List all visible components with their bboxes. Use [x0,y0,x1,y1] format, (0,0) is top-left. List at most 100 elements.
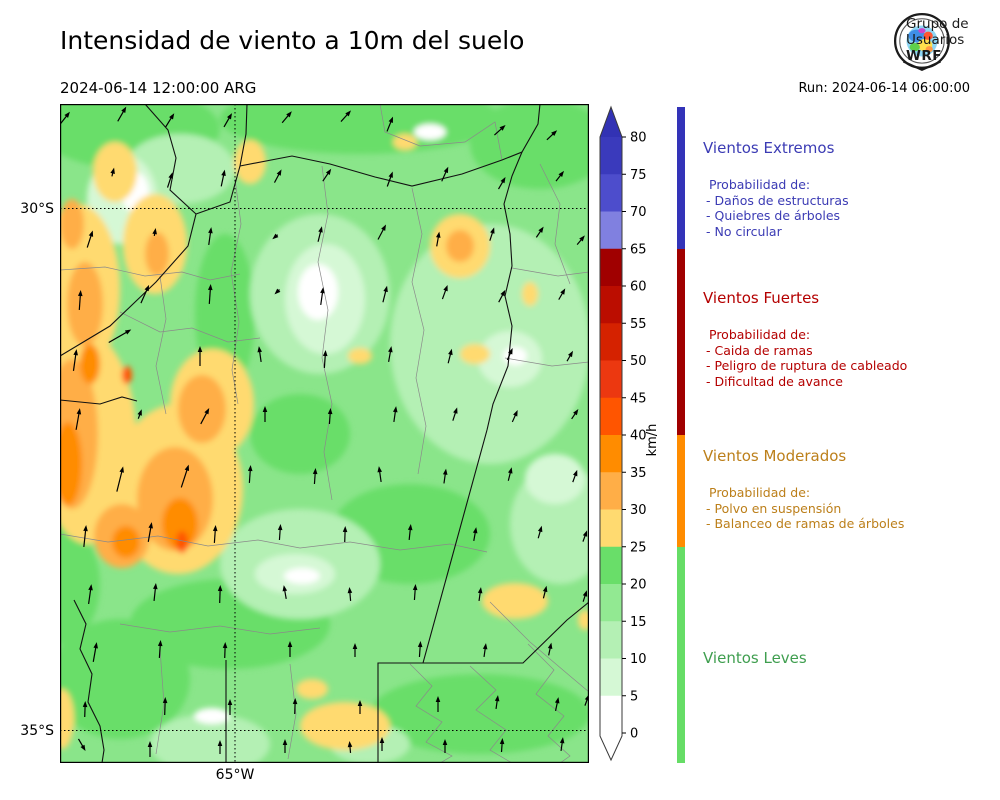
wind-arrow [116,466,124,492]
wind-arrow [447,348,453,364]
category-intro: Probabilidad de: [709,327,811,342]
category-title: Vientos Leves [703,649,807,667]
colorbar-tick-label: 65 [630,242,647,257]
colorbar-tick-label: 75 [630,168,647,183]
colorbar-tick-label: 80 [630,131,647,146]
colorbar-segment [600,323,622,361]
colorbar-segment [600,137,622,175]
wind-arrow [506,348,513,361]
colorbar-tick-label: 70 [630,205,647,220]
wind-arrow [312,468,318,485]
colorbar-segment [600,472,622,510]
wind-map [60,104,589,763]
wind-arrow [166,172,173,188]
wind-arrow [482,643,488,658]
colorbar-segment [600,248,622,287]
wind-arrow [572,469,578,483]
category-item: - No circular [706,223,782,239]
lat-label-35s: 35°S [20,723,54,739]
legend-category-fuertes: Vientos Fuertes Probabilidad de: - Caida… [703,289,993,389]
wind-arrow [75,408,82,430]
wind-arrow [494,124,506,136]
logo-text: Grupo de Usuarios WRF [906,16,969,64]
colorbar-segment [600,397,622,436]
wind-arrow [489,227,495,241]
wind-arrow [157,640,163,659]
wind-arrow [379,737,385,751]
wind-arrow [477,587,483,602]
wind-arrow [272,233,279,240]
wind-arrow [273,169,282,183]
wind-arrow [197,346,203,366]
graticule-layer [60,104,589,763]
colorbar-tick-label: 10 [630,652,647,667]
colorbar-segment [600,286,622,324]
wind-arrow [207,284,213,305]
wind-arrow [247,465,253,484]
colorbar-segment [600,211,622,250]
wind-arrow [317,226,323,242]
wind-arrow [576,235,585,245]
legend-category-leves: Vientos Leves [703,649,993,669]
wind-arrow [441,284,448,300]
wind-arrow [498,289,506,303]
colorbar-tick-label: 20 [630,578,647,593]
wind-arrow [507,467,513,481]
colorbar-tick-label: 40 [630,429,647,444]
wind-arrow [582,590,588,602]
wind-arrow [412,584,418,601]
category-intro: Probabilidad de: [709,485,811,500]
colorbar-segment [600,621,622,659]
legend-bar-segment [677,546,685,763]
wind-arrow [472,527,478,541]
logo-line3: WRF [906,48,943,64]
colorbar-segment [600,584,622,622]
wind-arrow [200,408,210,425]
category-item: - Polvo en suspensión [706,500,842,516]
legend-bar-segment [677,435,685,547]
wind-arrow [342,526,348,543]
run-time-label: Run: 2024-06-14 06:00:00 [798,81,970,96]
wind-arrow [555,170,565,182]
wind-arrow [162,697,168,716]
wind-arrow [511,410,518,423]
wind-arrow [435,696,441,712]
wind-arrow [499,738,505,753]
wind-arrow [223,113,232,128]
wind-arrow [547,642,553,656]
wind-arrow [347,587,353,602]
wind-arrow [217,585,223,604]
colorbar-tick-label: 15 [630,615,647,630]
wrf-logo-icon [893,12,950,72]
wind-arrow [441,166,449,182]
wind-arrow [535,226,544,238]
wind-arrow [257,346,262,363]
colorbar-tick-label: 0 [630,727,638,742]
wind-arrow [77,738,86,752]
wind-arrow [208,227,213,245]
wind-arrow [137,409,142,419]
legend-category-extremos: Vientos Extremos Probabilidad de: - Daño… [703,139,993,239]
province-boundaries-layer [60,104,589,763]
logo-line2: Usuarios [906,32,965,48]
colorbar-tick-label: 30 [630,503,647,518]
colorbar-segment [600,658,622,697]
colorbar-segment [600,546,622,585]
wind-arrow [152,228,157,237]
wind-arrow [72,349,78,371]
colorbar-segment [600,174,622,212]
category-title: Vientos Moderados [703,447,847,465]
colorbar-tick-label: 45 [630,391,647,406]
wind-arrow [92,642,98,662]
wind-arrow [386,116,393,132]
wind-arrow [281,111,292,124]
wind-arrow [352,643,358,657]
wind-arrow [322,350,328,369]
category-item: - Quiebres de árboles [706,208,841,223]
colorbar-tick-label: 50 [630,354,647,369]
wind-arrow [442,739,448,753]
wind-arrow [212,525,218,544]
